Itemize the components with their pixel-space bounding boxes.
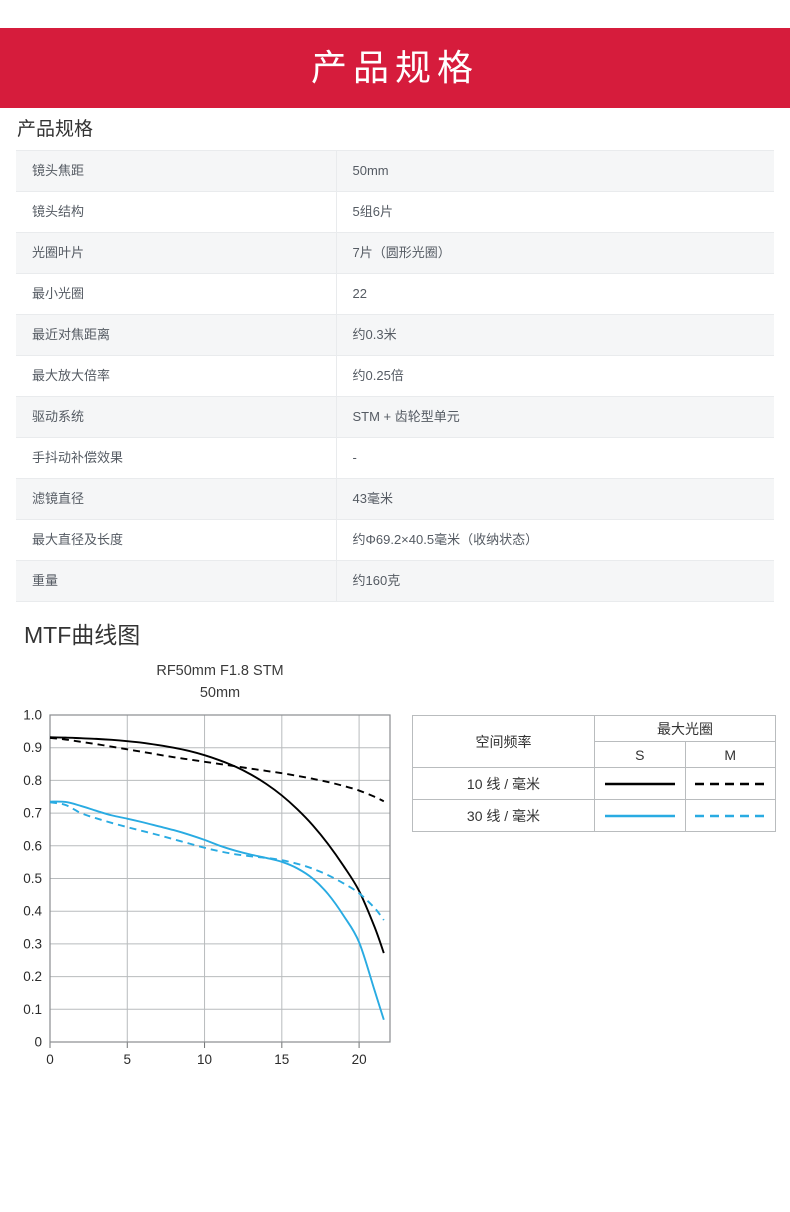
legend-sample-solid-blue <box>594 799 686 832</box>
spec-value: - <box>336 437 774 479</box>
spec-row: 最大放大倍率 约0.25倍 <box>16 355 774 397</box>
spec-key: 滤镜直径 <box>16 478 337 520</box>
legend-frequency-label: 10 线 / 毫米 <box>412 767 595 800</box>
spec-value: 约0.25倍 <box>336 355 774 397</box>
mtf-series-line <box>49 801 385 921</box>
x-axis-tick-label: 15 <box>274 1052 289 1067</box>
spec-value: 43毫米 <box>336 478 774 520</box>
spec-value: 约Φ69.2×40.5毫米（收纳状态） <box>336 519 774 561</box>
page-banner: 产品规格 <box>0 28 790 108</box>
spec-key: 驱动系统 <box>16 396 337 438</box>
mtf-series-line <box>49 736 385 954</box>
spec-row: 重量 约160克 <box>16 560 774 602</box>
mtf-series-line <box>49 800 385 1021</box>
spec-table: 镜头焦距 50mm 镜头结构 5组6片 光圈叶片 7片（圆形光圈） 最小光圈 22 最近对焦距离… <box>16 150 774 602</box>
banner-title: 产品规格 <box>310 47 479 88</box>
y-axis-tick-label: 0.1 <box>23 1002 42 1017</box>
y-axis-tick-label: 0.7 <box>23 806 42 821</box>
spec-row: 光圈叶片 7片（圆形光圈） <box>16 232 774 274</box>
y-axis-tick-label: 1.0 <box>23 708 42 723</box>
chart-title-block: RF50mm F1.8 STM 50mm <box>50 660 390 704</box>
spec-row: 镜头焦距 50mm <box>16 150 774 192</box>
y-axis-tick-label: 0.8 <box>23 773 42 788</box>
mtf-series-line <box>49 736 385 803</box>
mtf-plot: 0 0.1 0.2 0.3 0.4 0.5 0.6 0.7 0.8 0.9 1.0 0 5 10 15 20 <box>23 708 391 1067</box>
mtf-section-heading: MTF曲线图 <box>24 622 141 648</box>
legend-sample-solid-black <box>594 767 686 800</box>
spec-section-heading: 产品规格 <box>17 119 94 140</box>
spec-value: 7片（圆形光圈） <box>336 232 774 274</box>
y-axis-tick-label: 0.5 <box>23 871 42 886</box>
y-axis-tick-label: 0.9 <box>23 740 42 755</box>
y-axis-tick-label: 0.4 <box>23 904 42 919</box>
legend-aperture-header: 最大光圈 <box>594 715 776 742</box>
y-axis-tick-label: 0.6 <box>23 838 42 853</box>
spec-value: 50mm <box>336 150 774 192</box>
x-axis-tick-label: 10 <box>197 1052 212 1067</box>
chart-subtitle: 50mm <box>199 685 241 701</box>
spec-key: 镜头结构 <box>16 191 337 233</box>
spec-row: 最近对焦距离 约0.3米 <box>16 314 774 356</box>
spec-key: 光圈叶片 <box>16 232 337 274</box>
spec-key: 最近对焦距离 <box>16 314 337 356</box>
spec-key: 镜头焦距 <box>16 150 337 192</box>
legend-frequency-header: 空间频率 <box>412 715 595 768</box>
legend-sample-dashed-blue <box>684 799 776 832</box>
legend-row: 10 线 / 毫米 <box>412 767 776 800</box>
spec-key: 重量 <box>16 560 337 602</box>
legend-frequency-label: 30 线 / 毫米 <box>412 799 595 832</box>
spec-row: 驱动系统 STM + 齿轮型单元 <box>16 396 774 438</box>
spec-key: 手抖动补偿效果 <box>16 437 337 479</box>
spec-row: 最小光圈 22 <box>16 273 774 315</box>
mtf-legend-table: 空间频率 最大光圈 S M 10 线 / 毫米 <box>412 715 776 832</box>
y-axis-tick-label: 0.2 <box>23 969 42 984</box>
spec-key: 最小光圈 <box>16 273 337 315</box>
legend-s-header: S <box>594 741 686 768</box>
legend-row: 30 线 / 毫米 <box>412 799 776 832</box>
spec-value: 约0.3米 <box>336 314 774 356</box>
x-axis-tick-label: 5 <box>124 1052 132 1067</box>
spec-row: 滤镜直径 43毫米 <box>16 478 774 520</box>
spec-value: 22 <box>336 273 774 315</box>
x-axis-tick-label: 20 <box>352 1052 367 1067</box>
y-axis-tick-label: 0 <box>34 1035 42 1050</box>
spec-key: 最大直径及长度 <box>16 519 337 561</box>
spec-row: 镜头结构 5组6片 <box>16 191 774 233</box>
spec-value: STM + 齿轮型单元 <box>336 396 774 438</box>
legend-m-header: M <box>684 741 776 768</box>
spec-row: 手抖动补偿效果 - <box>16 437 774 479</box>
y-axis-tick-label: 0.3 <box>23 936 42 951</box>
spec-value: 约160克 <box>336 560 774 602</box>
mtf-chart: RF50mm F1.8 STM 50mm 0 0.1 0.2 0.3 0.4 0.5 0.6… <box>0 655 790 1075</box>
spec-row: 最大直径及长度 约Φ69.2×40.5毫米（收纳状态） <box>16 519 774 561</box>
spec-value: 5组6片 <box>336 191 774 233</box>
legend-sample-dashed-black <box>684 767 776 800</box>
x-axis-tick-label: 0 <box>46 1052 54 1067</box>
chart-title: RF50mm F1.8 STM <box>156 663 284 679</box>
spec-key: 最大放大倍率 <box>16 355 337 397</box>
